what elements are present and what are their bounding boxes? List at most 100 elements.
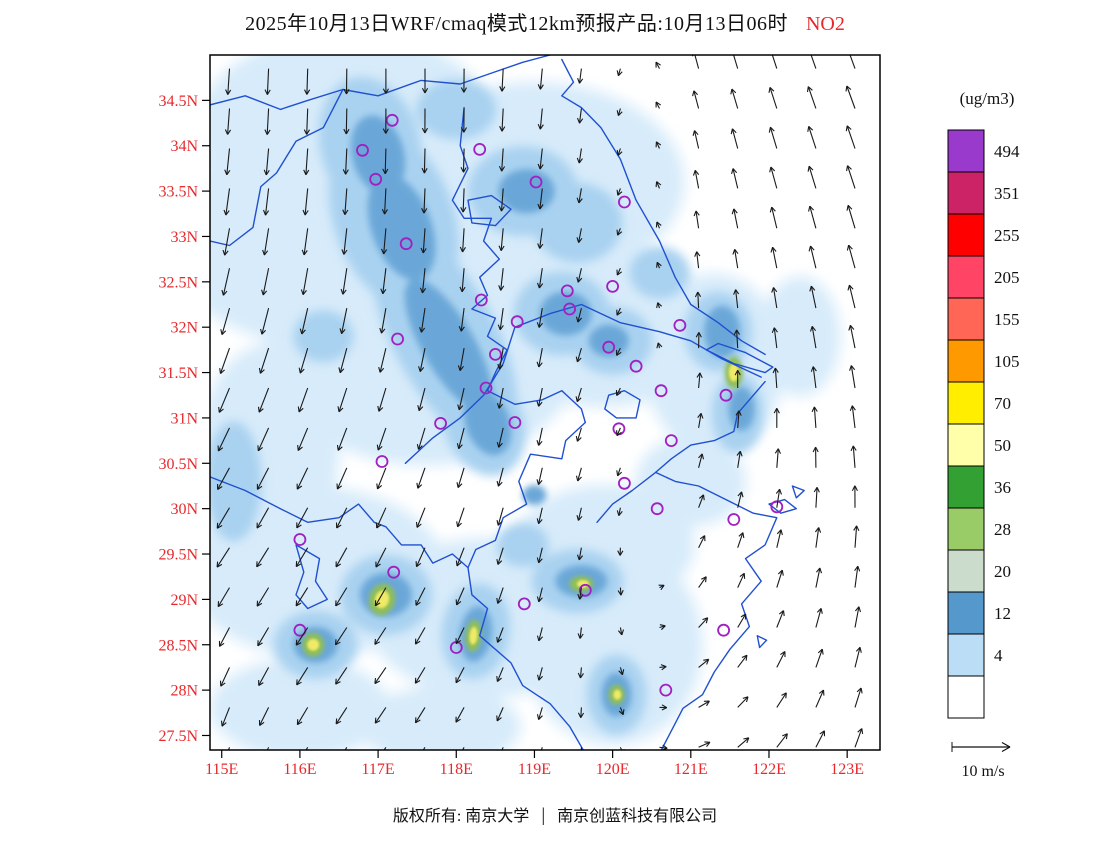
wind-arrow bbox=[846, 46, 855, 69]
wind-arrow bbox=[846, 126, 855, 149]
wind-arrow bbox=[847, 205, 855, 228]
colorbar-cell bbox=[948, 298, 984, 340]
colorbar-cell bbox=[948, 340, 984, 382]
lon-tick-label: 121E bbox=[674, 761, 708, 778]
wind-arrow bbox=[816, 731, 825, 748]
wind-arrow bbox=[731, 89, 738, 109]
colorbar-cell bbox=[948, 172, 984, 214]
colorbar-label: 351 bbox=[994, 184, 1020, 203]
wind-arrow bbox=[538, 747, 543, 759]
wind-arrow bbox=[738, 738, 749, 748]
wind-arrow bbox=[855, 566, 860, 587]
wind-arrow bbox=[417, 508, 426, 528]
colorbar-label: 28 bbox=[994, 520, 1011, 539]
wind-arrow bbox=[777, 652, 785, 668]
wind-arrow bbox=[774, 408, 779, 428]
wind-arrow bbox=[808, 87, 816, 109]
wind-arrow bbox=[816, 608, 822, 627]
shade-blob bbox=[760, 276, 840, 396]
wind-arrow bbox=[656, 62, 661, 69]
lat-tick-label: 32N bbox=[170, 320, 198, 337]
lat-tick-label: 28.5N bbox=[158, 637, 198, 654]
wind-arrow bbox=[500, 69, 505, 92]
wind-arrow bbox=[377, 468, 386, 489]
wind-arrow bbox=[738, 655, 747, 667]
shade-blob bbox=[416, 79, 496, 139]
wind-arrow bbox=[537, 428, 542, 446]
lon-tick-label: 117E bbox=[361, 761, 394, 778]
wind-arrow bbox=[738, 697, 748, 708]
wind-arrow bbox=[771, 247, 777, 268]
wind-arrow bbox=[807, 47, 816, 69]
lat-tick-label: 32.5N bbox=[158, 274, 198, 291]
wind-arrow bbox=[855, 688, 862, 707]
wind-arrow bbox=[738, 573, 745, 587]
wind-arrow bbox=[855, 607, 861, 628]
lat-tick-label: 27.5N bbox=[158, 728, 198, 745]
lat-tick-label: 34.5N bbox=[158, 93, 198, 110]
wind-arrow bbox=[337, 468, 347, 489]
wind-arrow bbox=[693, 91, 699, 109]
lon-tick-label: 119E bbox=[518, 761, 551, 778]
concentration-shading bbox=[163, 33, 840, 767]
colorbar-cell bbox=[948, 592, 984, 634]
shade-blob bbox=[307, 639, 319, 651]
wind-arrow bbox=[732, 209, 738, 228]
wind-arrow bbox=[693, 131, 699, 149]
wind-arrow bbox=[699, 577, 707, 588]
wind-arrow bbox=[656, 102, 661, 109]
wind-arrow bbox=[699, 701, 710, 707]
wind-arrow bbox=[854, 526, 859, 548]
shade-blob bbox=[630, 247, 690, 299]
wind-arrow bbox=[777, 611, 784, 628]
wind-arrow bbox=[808, 126, 816, 148]
shade-blob bbox=[205, 421, 261, 541]
lat-tick-label: 29N bbox=[170, 592, 198, 609]
lon-tick-label: 115E bbox=[205, 761, 238, 778]
wind-arrow bbox=[815, 528, 820, 548]
colorbar-cell bbox=[948, 382, 984, 424]
colorbar-label: 255 bbox=[994, 226, 1020, 245]
wind-arrow bbox=[699, 742, 710, 747]
wind-arrow bbox=[497, 508, 503, 526]
colorbar-label: 70 bbox=[994, 394, 1011, 413]
wind-scale-arrow bbox=[952, 742, 1010, 752]
lat-tick-label: 33N bbox=[170, 229, 198, 246]
wind-arrow bbox=[375, 667, 386, 683]
wind-arrow bbox=[619, 747, 624, 754]
wind-arrow bbox=[855, 729, 863, 748]
wind-arrow bbox=[777, 530, 783, 548]
colorbar-cell bbox=[948, 676, 984, 718]
colorbar-cell bbox=[948, 256, 984, 298]
wind-arrow bbox=[769, 127, 777, 148]
colorbar-label: 36 bbox=[994, 478, 1011, 497]
wind-arrow bbox=[457, 508, 464, 527]
lat-tick-label: 28N bbox=[170, 683, 198, 700]
wind-arrow bbox=[809, 246, 816, 268]
wind-arrow bbox=[846, 86, 855, 109]
lat-tick-label: 30N bbox=[170, 501, 198, 518]
wind-arrow bbox=[816, 690, 824, 707]
colorbar-label: 105 bbox=[994, 352, 1020, 371]
wind-arrow bbox=[538, 69, 543, 90]
wind-arrow bbox=[770, 207, 777, 228]
pollutant-label: NO2 bbox=[806, 13, 845, 35]
wind-arrow bbox=[814, 487, 819, 507]
wind-arrow bbox=[695, 252, 700, 269]
wind-arrow bbox=[457, 468, 464, 488]
wind-arrow bbox=[777, 693, 787, 708]
lon-tick-label: 116E bbox=[283, 761, 316, 778]
wind-arrow bbox=[777, 570, 784, 587]
colorbar-label: 20 bbox=[994, 562, 1011, 581]
colorbar-label: 12 bbox=[994, 604, 1011, 623]
wind-arrow bbox=[775, 449, 780, 468]
colorbar-label: 205 bbox=[994, 268, 1020, 287]
wind-arrow bbox=[816, 568, 822, 588]
wind-arrow bbox=[738, 533, 744, 548]
lat-tick-label: 30.5N bbox=[158, 456, 198, 473]
wind-arrow bbox=[850, 366, 855, 389]
wind-arrow bbox=[851, 446, 856, 468]
wind-arrow bbox=[699, 536, 705, 548]
